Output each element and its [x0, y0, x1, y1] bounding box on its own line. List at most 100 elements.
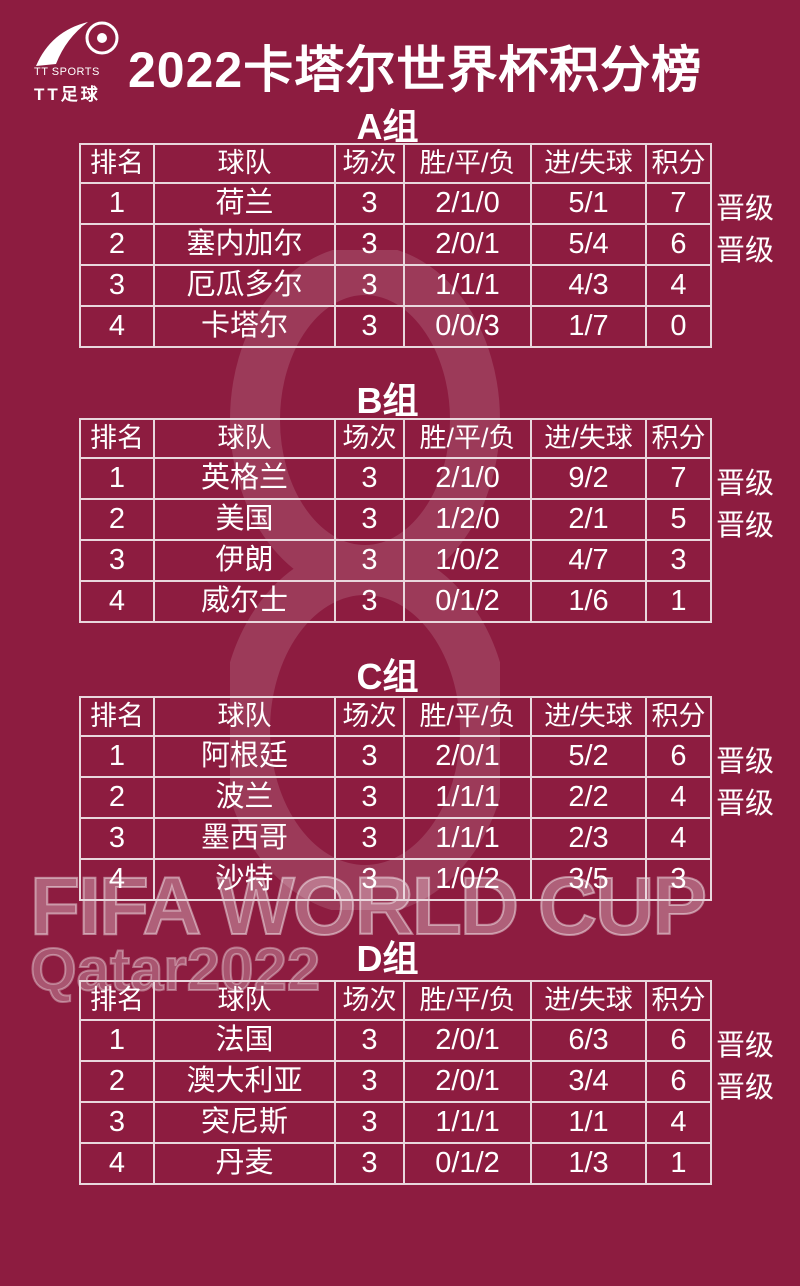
cell-points: 5 — [645, 498, 712, 541]
qualified-label: 晋级 — [716, 1030, 775, 1062]
qualified-label: 晋级 — [716, 788, 775, 820]
cell-team: 法国 — [153, 1019, 336, 1062]
cell-goals: 5/2 — [530, 735, 647, 778]
standings-table: 排名 球队 场次 胜/平/负 进/失球 积分 1 法国 3 2/0/1 6/3 6 2 澳大利亚 3 2/0/… — [79, 980, 712, 1185]
cell-played: 3 — [334, 539, 405, 582]
cell-wdl: 2/0/1 — [403, 1060, 532, 1103]
cell-wdl: 1/1/1 — [403, 817, 532, 860]
cell-played: 3 — [334, 1019, 405, 1062]
cell-rank: 1 — [79, 735, 155, 778]
cell-goals: 6/3 — [530, 1019, 647, 1062]
column-header: 胜/平/负 — [403, 143, 532, 184]
column-header: 场次 — [334, 143, 405, 184]
cell-team: 厄瓜多尔 — [153, 264, 336, 307]
column-header: 场次 — [334, 418, 405, 459]
cell-goals: 2/2 — [530, 776, 647, 819]
cell-rank: 2 — [79, 1060, 155, 1103]
page-title: 2022卡塔尔世界杯积分榜 — [128, 42, 703, 98]
cell-points: 6 — [645, 1019, 712, 1062]
qualified-label: 晋级 — [716, 193, 775, 225]
qualified-label: 晋级 — [716, 468, 775, 500]
standings-table: 排名 球队 场次 胜/平/负 进/失球 积分 1 英格兰 3 2/1/0 9/2 7 2 美国 3 1/2/0… — [79, 418, 712, 623]
column-header: 胜/平/负 — [403, 418, 532, 459]
cell-points: 1 — [645, 580, 712, 623]
cell-points: 3 — [645, 858, 712, 901]
cell-team: 塞内加尔 — [153, 223, 336, 266]
cell-team: 沙特 — [153, 858, 336, 901]
column-header: 排名 — [79, 980, 155, 1021]
table-row: 1 荷兰 3 2/1/0 5/1 7 — [79, 182, 712, 225]
column-header: 球队 — [153, 143, 336, 184]
cell-team: 卡塔尔 — [153, 305, 336, 348]
cell-points: 6 — [645, 223, 712, 266]
cell-played: 3 — [334, 858, 405, 901]
cell-played: 3 — [334, 817, 405, 860]
cell-rank: 4 — [79, 1142, 155, 1185]
column-header: 积分 — [645, 418, 712, 459]
cell-goals: 9/2 — [530, 457, 647, 500]
cell-goals: 1/1 — [530, 1101, 647, 1144]
cell-played: 3 — [334, 1101, 405, 1144]
column-header: 场次 — [334, 980, 405, 1021]
standings-table: 排名 球队 场次 胜/平/负 进/失球 积分 1 荷兰 3 2/1/0 5/1 7 2 塞内加尔 3 2/0/… — [79, 143, 712, 348]
cell-points: 4 — [645, 1101, 712, 1144]
cell-points: 0 — [645, 305, 712, 348]
table-row: 2 塞内加尔 3 2/0/1 5/4 6 — [79, 223, 712, 266]
qualified-label: 晋级 — [716, 510, 775, 542]
table-row: 1 英格兰 3 2/1/0 9/2 7 — [79, 457, 712, 500]
table-row: 3 墨西哥 3 1/1/1 2/3 4 — [79, 817, 712, 860]
column-header: 排名 — [79, 696, 155, 737]
table-row: 1 阿根廷 3 2/0/1 5/2 6 — [79, 735, 712, 778]
column-header: 场次 — [334, 696, 405, 737]
cell-played: 3 — [334, 305, 405, 348]
cell-rank: 3 — [79, 539, 155, 582]
cell-team: 丹麦 — [153, 1142, 336, 1185]
cell-wdl: 1/2/0 — [403, 498, 532, 541]
cell-points: 4 — [645, 817, 712, 860]
table-row: 3 突尼斯 3 1/1/1 1/1 4 — [79, 1101, 712, 1144]
cell-team: 英格兰 — [153, 457, 336, 500]
cell-rank: 4 — [79, 305, 155, 348]
cell-played: 3 — [334, 735, 405, 778]
cell-played: 3 — [334, 1060, 405, 1103]
cell-goals: 1/6 — [530, 580, 647, 623]
group-heading: B组 — [0, 372, 800, 424]
cell-rank: 2 — [79, 498, 155, 541]
column-header: 排名 — [79, 418, 155, 459]
cell-played: 3 — [334, 776, 405, 819]
cell-played: 3 — [334, 223, 405, 266]
header-row: 排名 球队 场次 胜/平/负 进/失球 积分 — [79, 696, 712, 737]
cell-goals: 3/4 — [530, 1060, 647, 1103]
cell-team: 美国 — [153, 498, 336, 541]
column-header: 球队 — [153, 696, 336, 737]
cell-wdl: 1/1/1 — [403, 1101, 532, 1144]
cell-points: 3 — [645, 539, 712, 582]
table-row: 4 沙特 3 1/0/2 3/5 3 — [79, 858, 712, 901]
cell-played: 3 — [334, 580, 405, 623]
cell-rank: 2 — [79, 776, 155, 819]
table-row: 3 伊朗 3 1/0/2 4/7 3 — [79, 539, 712, 582]
column-header: 积分 — [645, 980, 712, 1021]
cell-rank: 4 — [79, 580, 155, 623]
column-header: 进/失球 — [530, 980, 647, 1021]
cell-wdl: 2/0/1 — [403, 1019, 532, 1062]
column-header: 球队 — [153, 980, 336, 1021]
cell-wdl: 1/0/2 — [403, 858, 532, 901]
column-header: 积分 — [645, 143, 712, 184]
column-header: 积分 — [645, 696, 712, 737]
table-row: 2 美国 3 1/2/0 2/1 5 — [79, 498, 712, 541]
cell-wdl: 2/0/1 — [403, 223, 532, 266]
table-row: 2 澳大利亚 3 2/0/1 3/4 6 — [79, 1060, 712, 1103]
group-heading: A组 — [0, 98, 800, 150]
cell-wdl: 2/0/1 — [403, 735, 532, 778]
cell-wdl: 0/0/3 — [403, 305, 532, 348]
cell-rank: 2 — [79, 223, 155, 266]
cell-team: 澳大利亚 — [153, 1060, 336, 1103]
cell-points: 1 — [645, 1142, 712, 1185]
qualified-label: 晋级 — [716, 746, 775, 778]
cell-team: 威尔士 — [153, 580, 336, 623]
cell-team: 突尼斯 — [153, 1101, 336, 1144]
cell-goals: 3/5 — [530, 858, 647, 901]
qualified-label: 晋级 — [716, 235, 775, 267]
cell-played: 3 — [334, 182, 405, 225]
